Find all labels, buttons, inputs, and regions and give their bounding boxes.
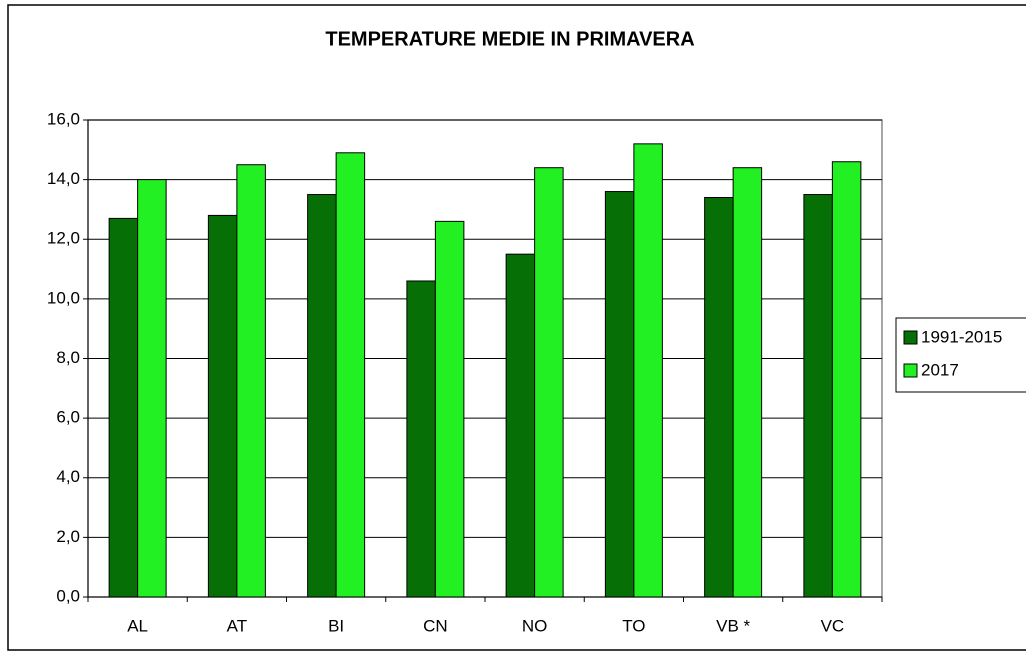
y-tick-label: 2,0 [56,527,80,546]
bar [335,152,366,598]
bar [604,191,635,598]
bar [307,194,337,598]
x-tick-label: CN [423,616,448,635]
bar [803,194,833,598]
x-tick-label: VB * [716,616,750,635]
y-tick-label: 0,0 [56,586,80,605]
x-tick-label: VC [821,616,845,635]
y-tick-label: 14,0 [47,169,80,188]
legend-swatch [903,363,918,378]
bar [704,197,734,598]
x-tick-label: AT [227,616,247,635]
chart-title: TEMPERATURE MEDIE IN PRIMAVERA [325,28,694,50]
legend-label: 2017 [921,360,959,379]
y-tick-label: 4,0 [56,467,80,486]
bar [406,280,436,598]
y-tick-label: 8,0 [56,348,80,367]
x-tick-label: AL [127,616,148,635]
y-tick-label: 16,0 [47,109,80,128]
legend-label: 1991-2015 [921,327,1002,346]
y-tick-label: 12,0 [47,229,80,248]
legend-swatch [903,330,918,345]
bar [534,167,564,598]
bar [434,220,465,598]
legend-box [895,317,1026,393]
bar [633,143,663,598]
bar [207,214,238,598]
x-tick-label: TO [622,616,645,635]
x-tick-label: NO [522,616,548,635]
bar [236,164,266,598]
bar [732,167,763,598]
y-tick-label: 6,0 [56,408,80,427]
bar [505,253,536,598]
bar [831,161,862,598]
x-tick-label: BI [328,616,344,635]
y-tick-label: 10,0 [47,288,80,307]
bar [108,217,139,598]
bar [137,179,167,598]
